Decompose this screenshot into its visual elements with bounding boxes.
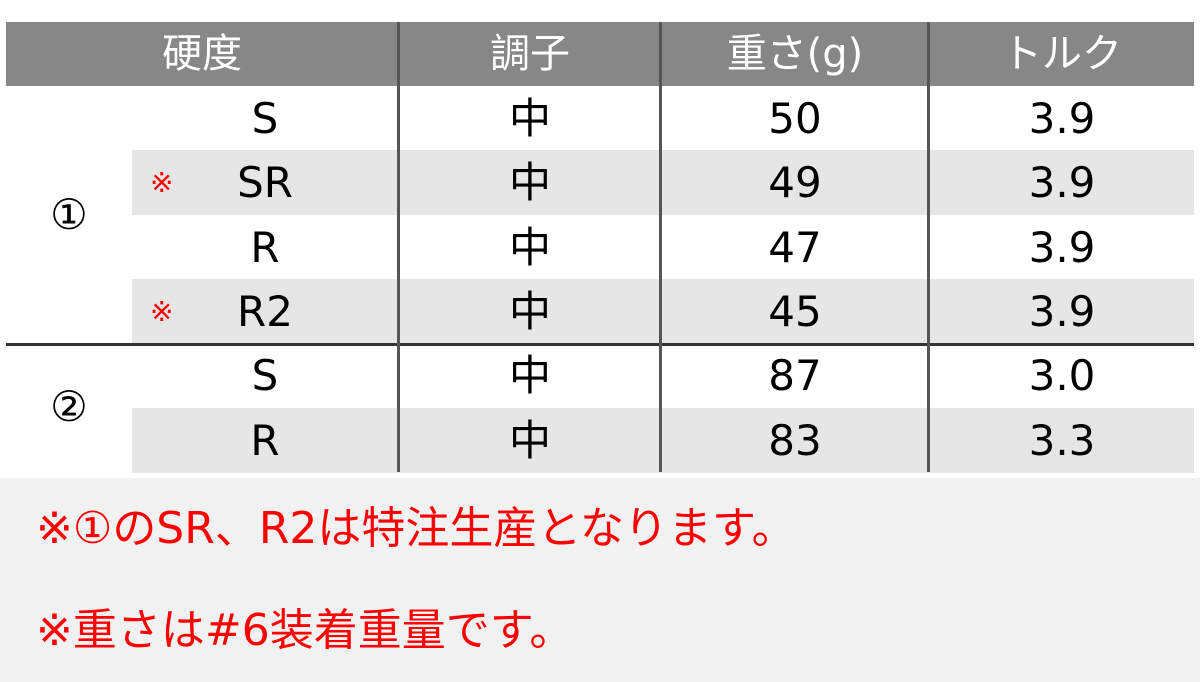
column-divider bbox=[659, 22, 662, 472]
cell-kick: 中 bbox=[508, 158, 551, 208]
special-order-mark: ※ bbox=[150, 166, 174, 200]
cell-flex: S bbox=[251, 351, 279, 401]
table-header bbox=[6, 22, 1194, 86]
cell-flex: S bbox=[251, 94, 279, 143]
cell-torque: 3.9 bbox=[1028, 158, 1096, 208]
cell-kick: 中 bbox=[508, 415, 551, 465]
header-torque: トルク bbox=[1002, 31, 1122, 77]
cell-kick: 中 bbox=[508, 222, 551, 272]
special-order-mark: ※ bbox=[150, 294, 174, 328]
header-weight: 重さ(g) bbox=[726, 31, 864, 77]
cell-torque: 3.9 bbox=[1028, 94, 1096, 143]
table-row: ※ SR 中 49 3.9 bbox=[0, 150, 1200, 216]
cell-weight: 45 bbox=[768, 286, 822, 336]
cell-torque: 3.0 bbox=[1028, 351, 1096, 401]
column-divider bbox=[927, 22, 930, 472]
table-row: S 中 50 3.9 bbox=[0, 86, 1200, 151]
cell-flex: R2 bbox=[237, 286, 293, 336]
cell-weight: 49 bbox=[768, 158, 822, 208]
group-divider bbox=[6, 343, 1194, 346]
cell-weight: 47 bbox=[768, 222, 822, 272]
table-row: R 中 47 3.9 bbox=[0, 215, 1200, 280]
cell-kick: 中 bbox=[508, 94, 551, 143]
group-label: ① bbox=[50, 190, 88, 239]
column-divider bbox=[397, 22, 400, 472]
note-weight: ※重さは#6装着重量です。 bbox=[36, 605, 574, 656]
group-label: ② bbox=[50, 382, 88, 432]
cell-weight: 50 bbox=[768, 94, 822, 143]
cell-torque: 3.9 bbox=[1028, 286, 1096, 336]
note-special-order: ※①のSR、R2は特注生産となります。 bbox=[36, 503, 796, 554]
cell-torque: 3.3 bbox=[1028, 415, 1096, 465]
cell-torque: 3.9 bbox=[1028, 222, 1096, 272]
cell-kick: 中 bbox=[508, 286, 551, 336]
header-kick: 調子 bbox=[490, 31, 570, 77]
header-flex: 硬度 bbox=[162, 31, 242, 77]
cell-weight: 87 bbox=[768, 351, 822, 401]
cell-flex: R bbox=[250, 415, 280, 465]
table-row: R 中 83 3.3 bbox=[0, 407, 1200, 473]
cell-flex: R bbox=[250, 222, 280, 272]
cell-weight: 83 bbox=[768, 415, 822, 465]
cell-kick: 中 bbox=[508, 351, 551, 401]
notes-area: ※①のSR、R2は特注生産となります。 ※重さは#6装着重量です。 bbox=[0, 478, 1200, 682]
table-row: ※ R2 中 45 3.9 bbox=[0, 278, 1200, 344]
cell-flex: SR bbox=[237, 158, 293, 208]
table-row: S 中 87 3.0 bbox=[0, 343, 1200, 408]
